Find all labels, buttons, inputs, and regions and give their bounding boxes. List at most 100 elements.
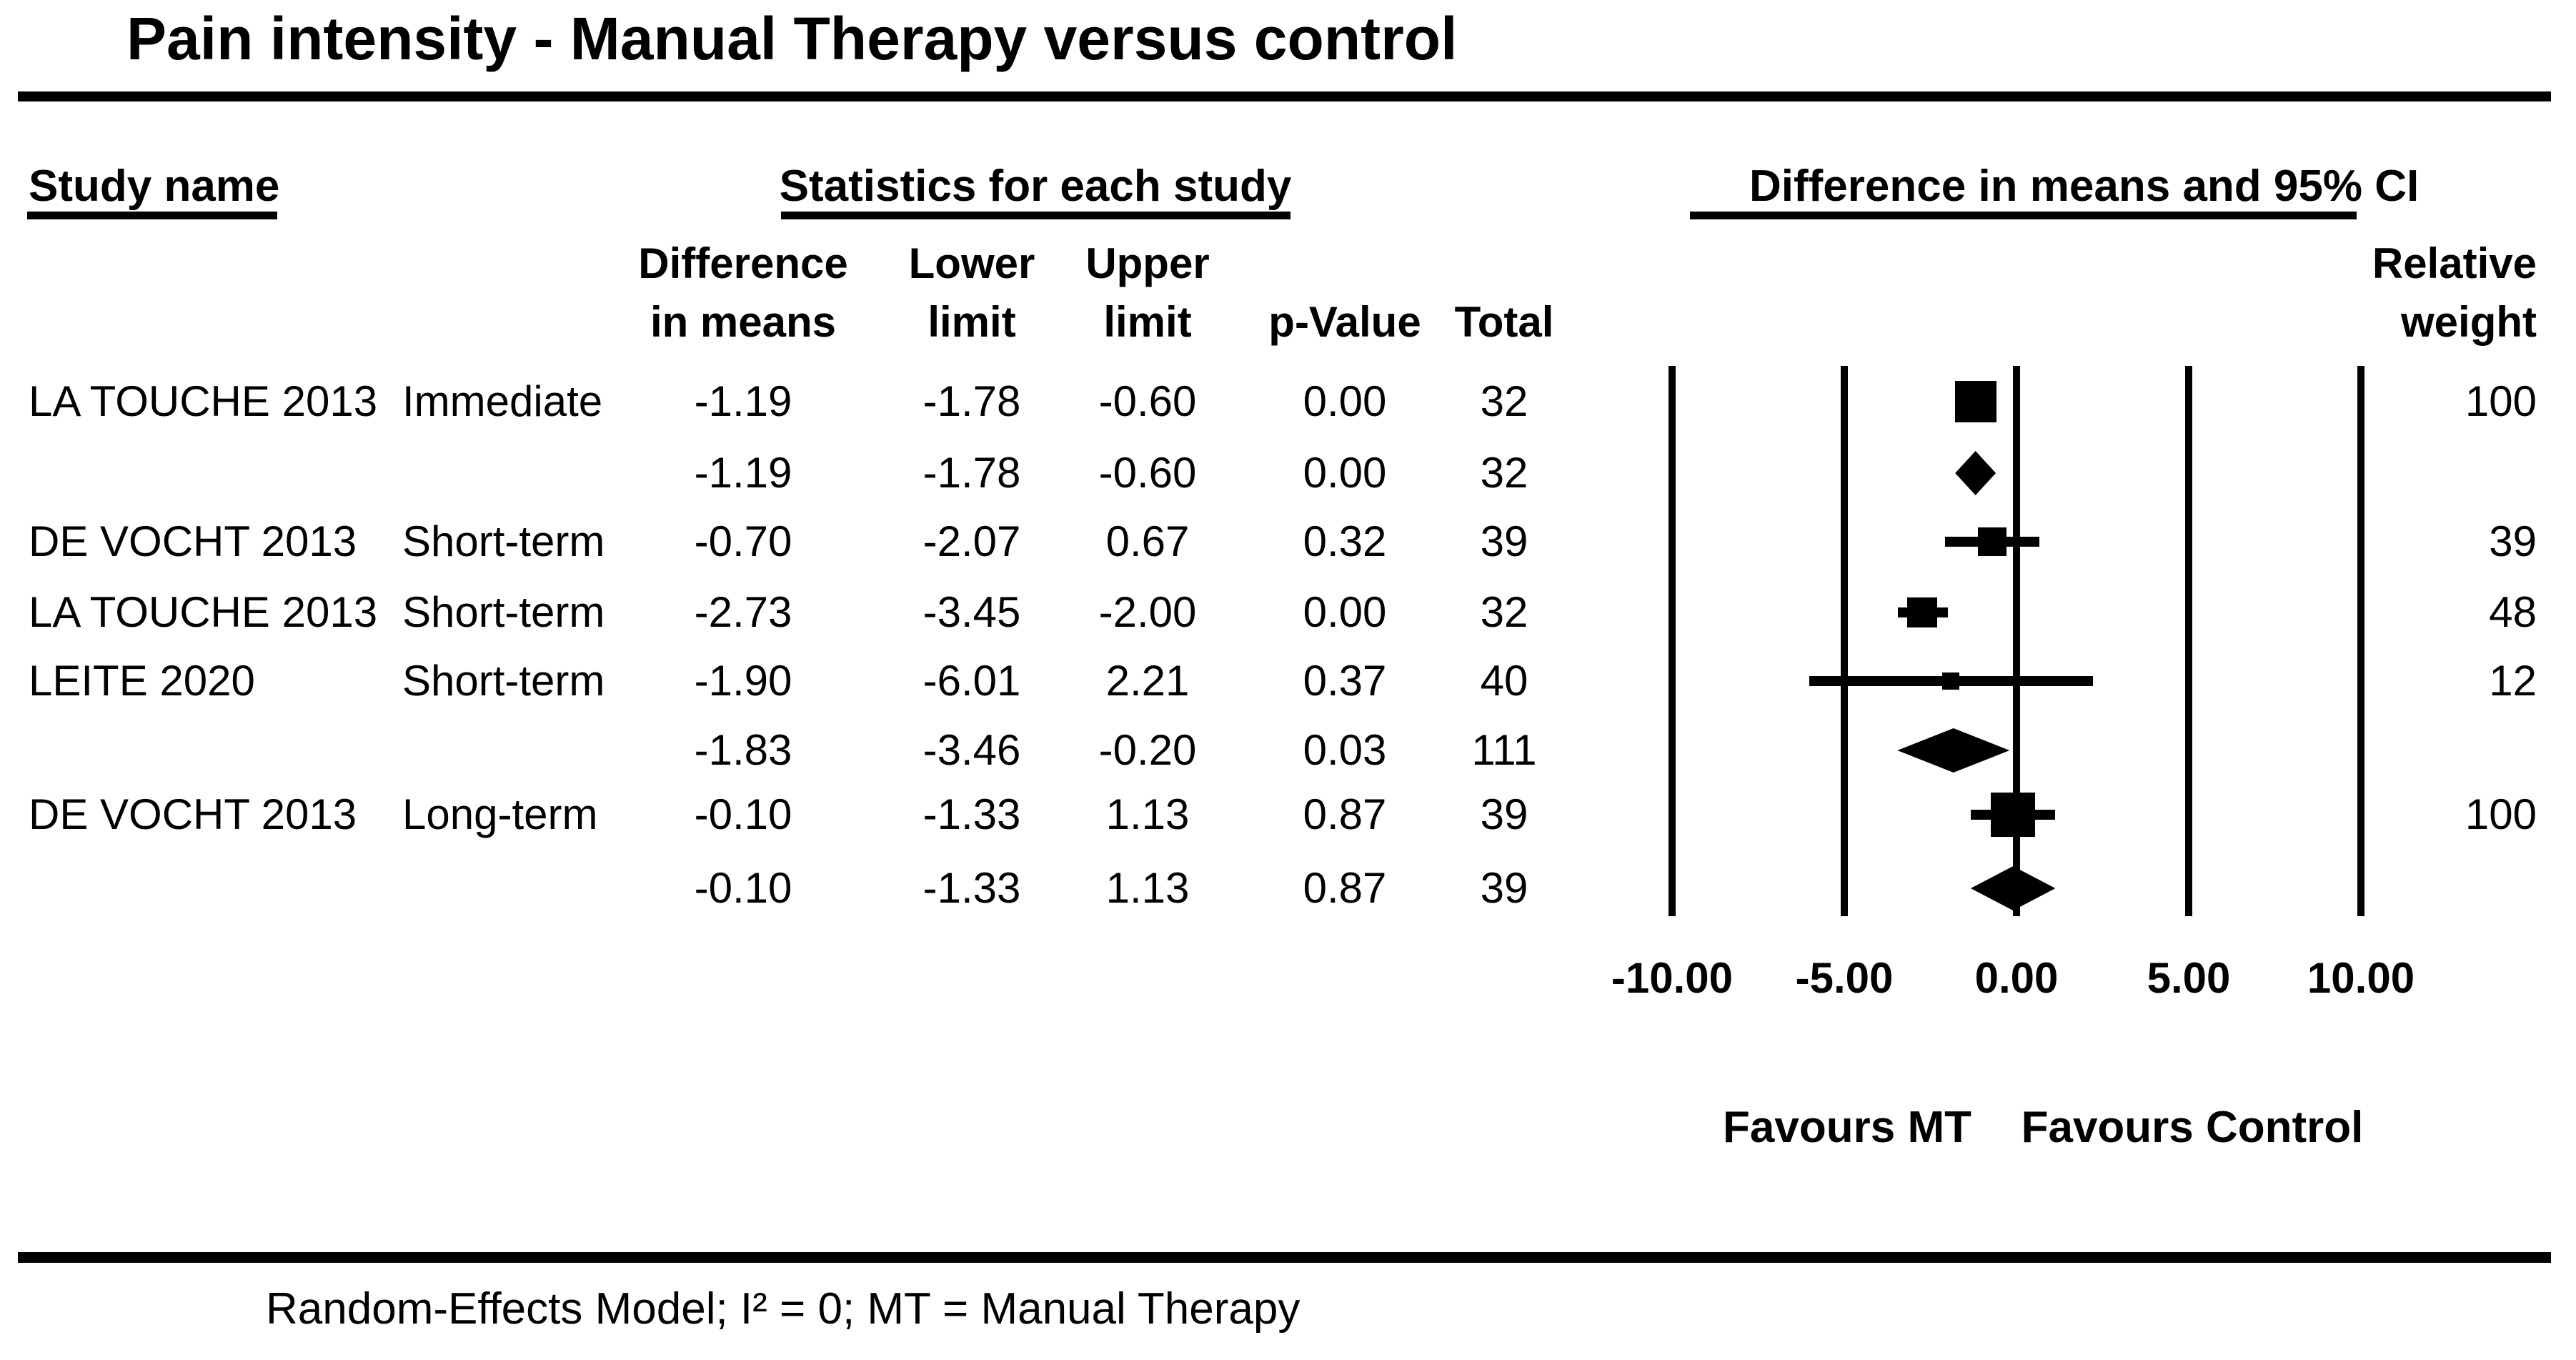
relative-weight-header-line1: Relative (2372, 239, 2537, 287)
study-square-marker (1942, 672, 1960, 690)
upper-limit-value: -0.20 (1098, 726, 1197, 774)
lower-limit-header-line1: Lower (908, 239, 1035, 287)
table-row: LEITE 2020 Short-term -1.90 -6.01 2.21 0… (0, 657, 2576, 705)
table-row: LA TOUCHE 2013 Short-term -2.73 -3.45 -2… (0, 589, 2576, 636)
plot-header: Difference in means and 95% CI (1749, 162, 2420, 211)
p-value: 0.00 (1303, 588, 1387, 636)
x-axis-tick-label: -10.00 (1611, 954, 1734, 1002)
difference-value: -1.90 (694, 657, 792, 705)
column-header-row-2: in means limit limit p-Value Total weigh… (0, 299, 2576, 346)
time-point: Short-term (402, 588, 605, 636)
total-value: 39 (1480, 864, 1528, 912)
table-row: -0.10 -1.33 1.13 0.87 39 (0, 865, 2576, 912)
summary-diamond-marker (1970, 866, 2056, 910)
statistics-header: Statistics for each study (779, 162, 1292, 211)
p-value: 0.87 (1303, 864, 1387, 912)
total-value: 111 (1471, 726, 1537, 774)
upper-limit-value: -0.60 (1098, 377, 1197, 425)
total-value: 39 (1480, 517, 1528, 565)
x-axis-tick-label: 5.00 (2147, 954, 2231, 1002)
x-axis-tick-label: 0.00 (1974, 954, 2059, 1002)
study-name: DE VOCHT 2013 (29, 517, 357, 565)
lower-limit-value: -3.45 (923, 588, 1021, 636)
summary-diamond-marker (1897, 728, 2010, 773)
difference-value: -0.70 (694, 517, 792, 565)
study-name: LA TOUCHE 2013 (29, 377, 378, 425)
study-name: LA TOUCHE 2013 (29, 588, 378, 636)
relative-weight-value: 48 (2489, 588, 2537, 636)
difference-value: -0.10 (694, 864, 792, 912)
upper-limit-header-line1: Upper (1085, 239, 1210, 287)
favours-left-label: Favours MT (1723, 1103, 1971, 1152)
x-axis-tick-label: -5.00 (1795, 954, 1894, 1002)
lower-limit-value: -1.33 (923, 790, 1021, 838)
column-header-row-1: Difference Lower Upper Relative (0, 240, 2576, 287)
top-rule (18, 91, 2551, 101)
relative-weight-header-line2: weight (2401, 298, 2537, 346)
x-axis-tick-label: 10.00 (2307, 954, 2415, 1002)
upper-limit-value: -2.00 (1098, 588, 1197, 636)
statistics-underline (781, 212, 1291, 219)
study-square-marker (1907, 597, 1938, 627)
study-square-marker (1991, 793, 2036, 837)
study-square-marker (1954, 381, 1996, 422)
total-value: 39 (1480, 790, 1528, 838)
time-point: Short-term (402, 657, 605, 705)
difference-header-line2: in means (650, 298, 837, 346)
relative-weight-value: 39 (2489, 517, 2537, 565)
p-value: 0.00 (1303, 449, 1387, 497)
table-row: LA TOUCHE 2013 Immediate -1.19 -1.78 -0.… (0, 378, 2576, 425)
lower-limit-value: -1.33 (923, 864, 1021, 912)
total-value: 32 (1480, 377, 1528, 425)
total-header: Total (1454, 298, 1554, 346)
difference-value: -0.10 (694, 790, 792, 838)
time-point: Long-term (402, 790, 598, 838)
gridline-minus-5 (1841, 366, 1848, 916)
difference-header-line1: Difference (638, 239, 848, 287)
study-name: LEITE 2020 (29, 657, 255, 705)
favours-right-label: Favours Control (2021, 1103, 2364, 1152)
study-square-marker (1978, 527, 2007, 556)
summary-diamond-marker (1955, 451, 1996, 495)
upper-limit-value: -0.60 (1098, 449, 1197, 497)
upper-limit-value: 0.67 (1105, 517, 1190, 565)
time-point: Short-term (402, 517, 605, 565)
gridline-zero (2013, 366, 2020, 916)
lower-limit-value: -2.07 (923, 517, 1021, 565)
model-footnote: Random-Effects Model; I² = 0; MT = Manua… (266, 1284, 1301, 1334)
p-value: 0.87 (1303, 790, 1387, 838)
difference-value: -1.83 (694, 726, 792, 774)
lower-limit-header-line2: limit (928, 298, 1016, 346)
figure-title: Pain intensity - Manual Therapy versus c… (126, 5, 1458, 72)
study-name-header: Study name (29, 162, 280, 211)
total-value: 32 (1480, 588, 1528, 636)
table-row: -1.19 -1.78 -0.60 0.00 32 (0, 450, 2576, 497)
lower-limit-value: -3.46 (923, 726, 1021, 774)
table-row: DE VOCHT 2013 Short-term -0.70 -2.07 0.6… (0, 518, 2576, 565)
table-row: DE VOCHT 2013 Long-term -0.10 -1.33 1.13… (0, 791, 2576, 838)
upper-limit-value: 2.21 (1105, 657, 1190, 705)
time-point: Immediate (402, 377, 603, 425)
upper-limit-value: 1.13 (1105, 790, 1190, 838)
difference-value: -2.73 (694, 588, 792, 636)
p-value: 0.00 (1303, 377, 1387, 425)
p-value: 0.37 (1303, 657, 1387, 705)
difference-value: -1.19 (694, 377, 792, 425)
upper-limit-header-line2: limit (1103, 298, 1192, 346)
table-row: -1.83 -3.46 -0.20 0.03 111 (0, 727, 2576, 774)
lower-limit-value: -1.78 (923, 449, 1021, 497)
study-name: DE VOCHT 2013 (29, 790, 357, 838)
relative-weight-value: 100 (2465, 790, 2537, 838)
relative-weight-value: 12 (2489, 657, 2537, 705)
difference-value: -1.19 (694, 449, 792, 497)
total-value: 40 (1480, 657, 1528, 705)
upper-limit-value: 1.13 (1105, 864, 1190, 912)
lower-limit-value: -1.78 (923, 377, 1021, 425)
gridline-minus-10 (1669, 366, 1676, 916)
gridline-plus-10 (2357, 366, 2364, 916)
plot-header-underline (1690, 212, 2357, 219)
bottom-rule (18, 1252, 2551, 1263)
relative-weight-value: 100 (2465, 377, 2537, 425)
